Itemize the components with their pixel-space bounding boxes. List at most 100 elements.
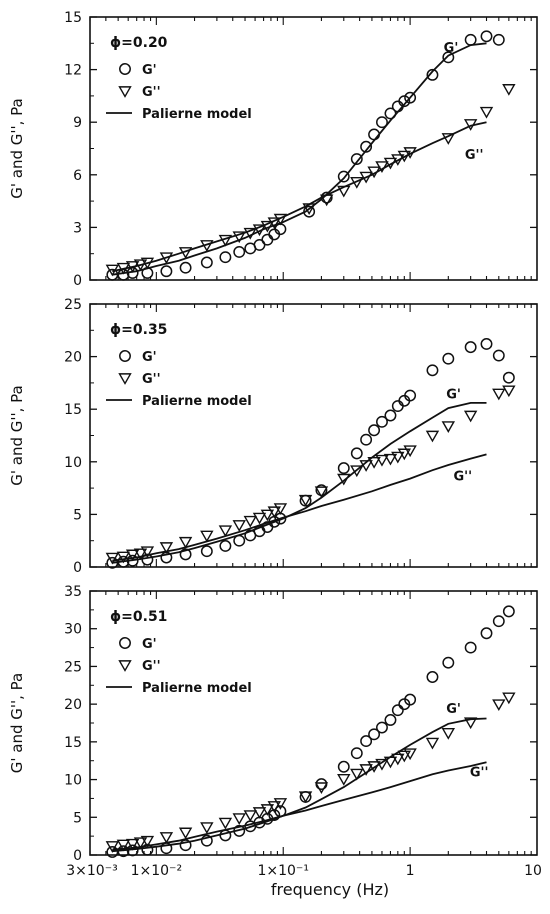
gprime-point (442, 51, 455, 64)
gdoubleprime-point (492, 699, 506, 712)
y-tick-label: 5 (73, 810, 82, 826)
gprime-point (480, 627, 493, 640)
gdoubleprime-point (383, 157, 398, 170)
gprime-point (160, 265, 173, 278)
y-tick-label: 9 (73, 115, 82, 131)
gdoubleprime-point (391, 451, 405, 464)
gprime-point (350, 447, 363, 460)
y-axis-label: G' and G'', Pa (8, 385, 26, 485)
legend-label-model: Palierne model (142, 394, 252, 409)
gdoubleprime-point (178, 247, 193, 259)
gdoubleprime-point (273, 798, 288, 810)
gdoubleprime-point (337, 473, 351, 486)
gdoubleprime-point (125, 261, 140, 273)
gprime-point (404, 91, 417, 104)
gdoubleprime-point (367, 456, 381, 469)
gprime-point (426, 68, 439, 81)
model-line-gprime (112, 401, 487, 564)
panel-3: 0 5 10 15 20 25 30 35 G' and G'', Pa ϕ=0.51 G' G'' P… (8, 584, 538, 864)
phi-label: ϕ=0.51 (110, 609, 167, 625)
gprime-point (391, 704, 404, 717)
gdoubleprime-point (298, 791, 313, 804)
gdoubleprime-point (232, 520, 246, 532)
gprime-point (219, 251, 232, 264)
gdoubleprime-point (159, 542, 174, 554)
gprime-point (141, 843, 154, 856)
gprime-point (368, 424, 381, 437)
legend-marker-gdoubleprime (118, 373, 132, 385)
gdoubleprime-point (441, 133, 456, 145)
gprime-point (315, 778, 328, 791)
gdoubleprime-point (397, 750, 412, 763)
x-tick-label: 1 (406, 863, 415, 879)
y-tick-label: 12 (64, 63, 82, 79)
gdoubleprime-point (479, 106, 494, 119)
gprime-point (200, 256, 213, 269)
y-tick-label: 25 (64, 659, 82, 675)
model-line-gprime (112, 42, 487, 276)
gprime-point (179, 548, 192, 561)
gdoubleprime-point (350, 465, 364, 478)
gdoubleprime-point (267, 801, 281, 813)
y-axis-label: G' and G'', Pa (8, 673, 26, 773)
gprime-point (480, 30, 493, 43)
gdoubleprime-point (359, 460, 373, 472)
gdoubleprime-point (314, 782, 329, 795)
gprime-point (368, 728, 381, 741)
gprime-point (117, 268, 130, 281)
gdoubleprime-point (140, 546, 155, 559)
gdoubleprime-point (140, 835, 155, 848)
gdoubleprime-point (267, 217, 281, 230)
gdoubleprime-point (359, 171, 373, 184)
gdoubleprime-point (403, 445, 417, 458)
gdoubleprime-point (260, 509, 275, 522)
gdoubleprime-point (375, 161, 389, 173)
curve-annotation-gprime: G' (446, 388, 461, 403)
gdoubleprime-point (260, 220, 275, 233)
gprime-point (376, 415, 388, 428)
gdoubleprime-point (140, 257, 155, 270)
gdoubleprime-point (337, 773, 351, 786)
gprime-point (337, 462, 350, 475)
gdoubleprime-point (159, 252, 174, 265)
legend-label-gdoubleprime: G'' (142, 372, 161, 387)
x-tick-label: 10 (524, 863, 542, 879)
y-tick-label: 6 (73, 168, 82, 184)
gdoubleprime-point (218, 234, 233, 247)
legend-marker-gprime (119, 350, 131, 362)
gdoubleprime-point (375, 758, 389, 771)
gdoubleprime-point (302, 203, 316, 216)
gprime-point (320, 191, 333, 204)
gprime-point (376, 116, 388, 129)
plot-frame (89, 590, 538, 856)
gprime-point (502, 371, 515, 384)
gdoubleprime-point (243, 227, 257, 240)
gprime-point (141, 553, 154, 566)
legend-marker-gdoubleprime (118, 660, 132, 672)
gdoubleprime-point (502, 84, 516, 96)
y-tick-label: 0 (73, 560, 82, 576)
y-tick-label: 10 (64, 773, 82, 789)
gprime-point (360, 433, 373, 446)
gprime-point (391, 400, 404, 412)
gprime-point (384, 714, 397, 726)
gprime-point (126, 267, 139, 279)
y-tick-label: 20 (64, 350, 82, 366)
gdoubleprime-point (260, 804, 275, 816)
gdoubleprime-point (133, 837, 148, 850)
gdoubleprime-point (243, 810, 257, 822)
gdoubleprime-point (159, 832, 174, 844)
model-line-gprime (112, 717, 487, 853)
gdoubleprime-point (232, 813, 246, 825)
x-axis-label: frequency (Hz) (271, 880, 389, 899)
y-tick-label: 0 (73, 848, 82, 864)
gdoubleprime-point (273, 503, 288, 515)
gdoubleprime-point (367, 166, 381, 179)
gprime-point (126, 554, 139, 567)
curve-annotation-gdoubleprime: G'' (453, 470, 472, 485)
gdoubleprime-point (105, 552, 120, 565)
gdoubleprime-point (502, 385, 516, 398)
gdoubleprime-point (218, 525, 233, 538)
gdoubleprime-point (383, 453, 398, 466)
gdoubleprime-point (116, 839, 131, 852)
